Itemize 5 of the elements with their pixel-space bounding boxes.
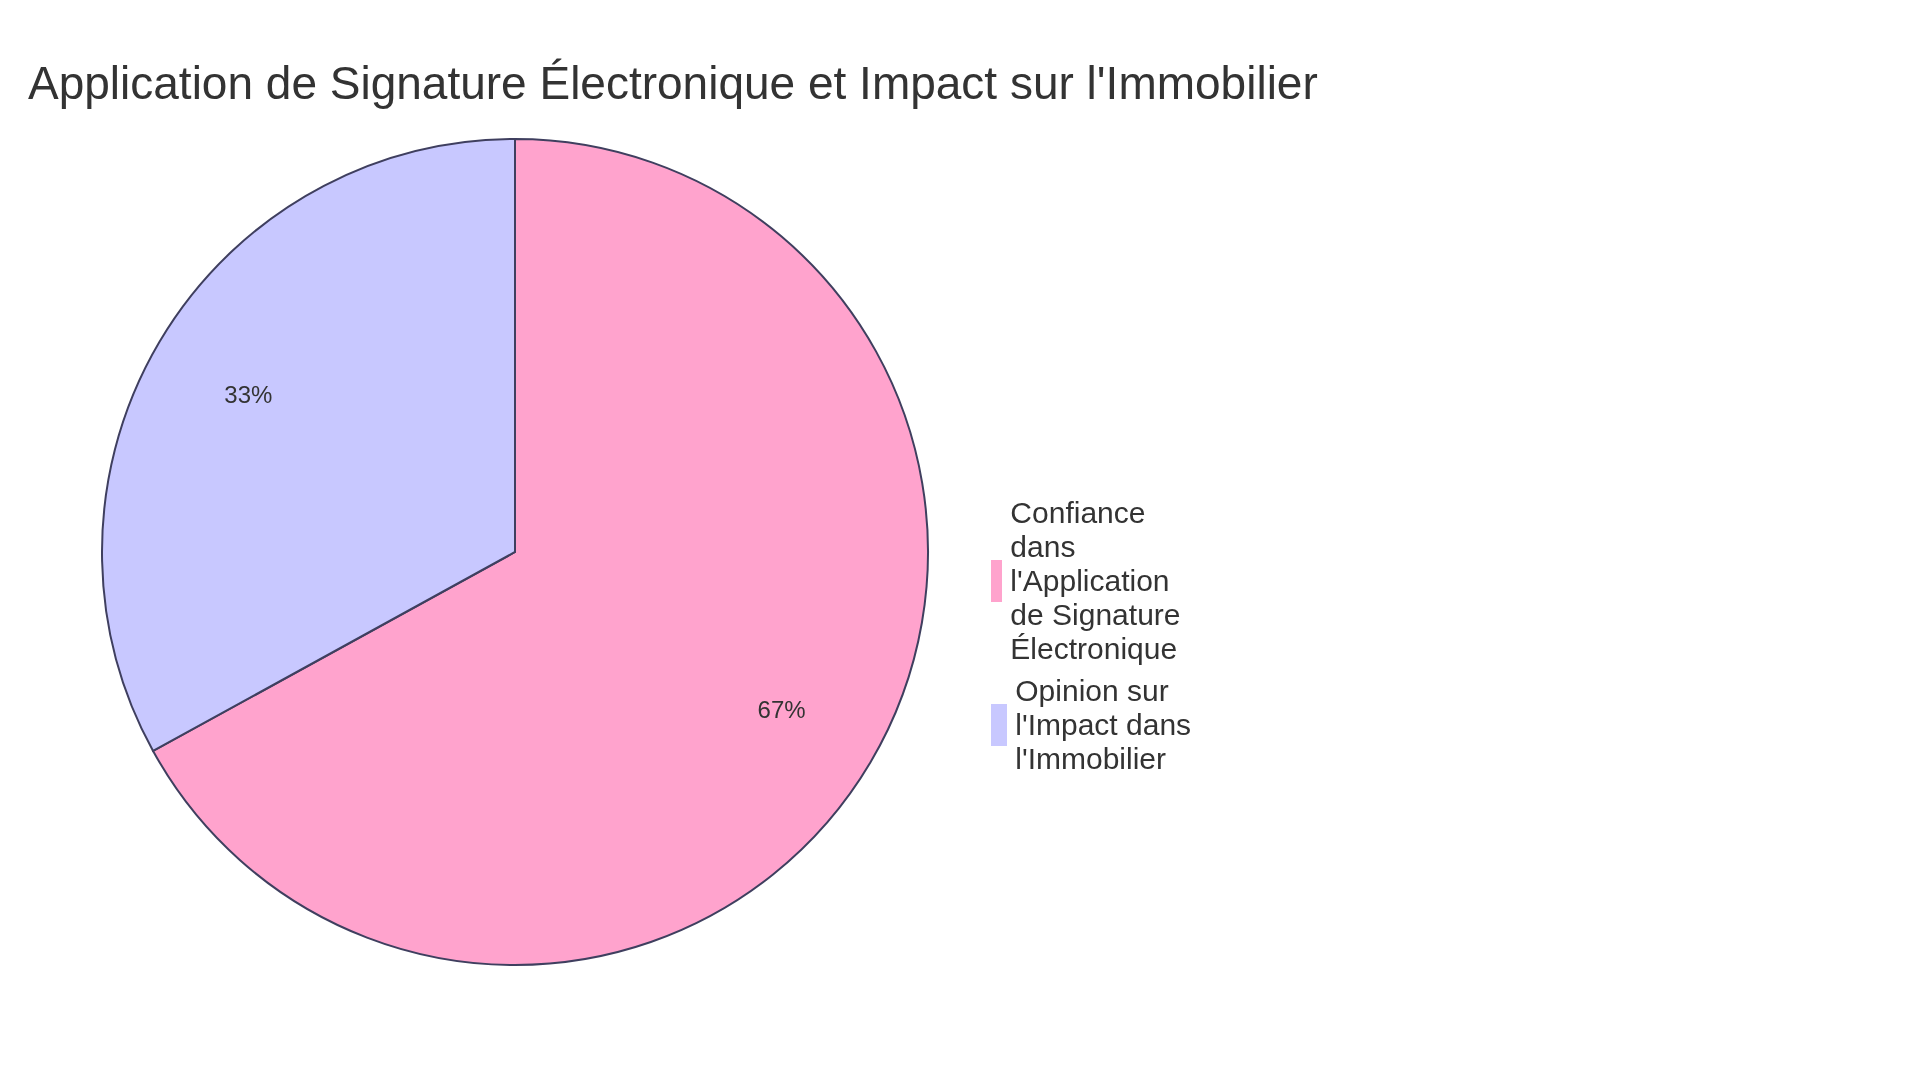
legend-label: Confiance dans l'Application de Signature Électronique <box>1010 496 1182 666</box>
legend-label: Opinion sur l'Impact dans l'Immobilier <box>1015 674 1193 776</box>
data-label: 67% <box>757 696 806 724</box>
chart-title: Application de Signature Électronique et Impact sur l'Immobilier <box>28 56 1318 110</box>
data-label: 33% <box>224 380 273 408</box>
